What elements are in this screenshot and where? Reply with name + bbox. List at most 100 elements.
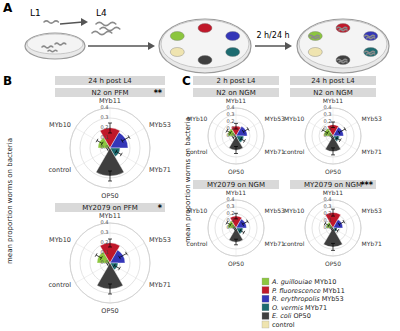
tick-label: 0.0: [101, 259, 109, 265]
tick-label: 0.0: [101, 144, 109, 150]
error-bar: [331, 122, 335, 128]
chart-title-box: [193, 180, 279, 189]
category-label: control: [48, 166, 71, 174]
bacteria-spot: [226, 32, 240, 41]
legend-label: R. erythropolis MYb53: [272, 295, 344, 303]
plot-background: [208, 200, 264, 256]
marks: [96, 123, 130, 181]
worm: [55, 43, 66, 45]
bacteria-spot: [364, 48, 378, 57]
time-label: 2 h/24 h: [256, 31, 289, 40]
tick-label: 0.4: [227, 196, 235, 202]
panel-letter: C: [182, 74, 191, 88]
chart-title: MY2079 on PFM: [82, 204, 138, 212]
wedge: [110, 132, 128, 148]
category-label: MYb10: [284, 207, 304, 214]
column-header: 24 h post L4: [311, 77, 355, 85]
category-label: MYb10: [49, 236, 71, 244]
petri-dish-rim: [27, 34, 83, 54]
chart-title-box: [55, 203, 165, 212]
category-label: MYb11: [323, 189, 343, 196]
tick-label: 0.1: [227, 217, 235, 223]
tick-label: 0.1: [101, 249, 109, 255]
error-bar: [119, 252, 128, 259]
category-label: MYb11: [323, 97, 343, 104]
tick-label: 0.0: [227, 224, 235, 230]
chart-title: N2 on NGM: [216, 89, 256, 97]
worm: [92, 31, 112, 34]
grid-circle: [312, 207, 354, 249]
category-label: MYb10: [187, 207, 207, 214]
tick-label: 0.2: [227, 118, 235, 124]
category-label: MYb53: [265, 115, 285, 122]
category-label: control: [284, 148, 305, 155]
panel-letter: A: [3, 1, 13, 15]
chart-title: MY2079 on NGM: [304, 181, 362, 189]
tick-label: 0.4: [227, 104, 235, 110]
category-label: MYb71: [362, 148, 382, 155]
arrow-head: [285, 42, 292, 50]
error-bar: [240, 137, 246, 143]
worm: [311, 37, 319, 38]
grid-circle: [215, 207, 257, 249]
error-bar: [234, 123, 238, 129]
error-bar: [242, 127, 249, 133]
error-bar: [121, 135, 130, 142]
grid-circle: [80, 233, 140, 293]
tick-label: 0.4: [101, 219, 109, 225]
category-label: MYb10: [284, 115, 304, 122]
category-label: OP50: [325, 168, 341, 175]
legend-swatch: [262, 295, 269, 302]
category-label: OP50: [325, 260, 341, 267]
legend-swatch: [262, 304, 269, 311]
error-bar: [113, 264, 120, 270]
tick-label: 0.3: [101, 229, 109, 235]
chart-title: MY2079 on NGM: [207, 181, 265, 189]
error-bar: [234, 239, 238, 245]
stage-label: L1: [30, 8, 41, 18]
bacteria-spot: [198, 24, 212, 33]
category-label: MYb71: [265, 240, 285, 247]
category-label: MYb71: [362, 240, 382, 247]
petri-dish: [25, 33, 85, 59]
worm: [339, 61, 347, 62]
category-label: OP50: [228, 260, 244, 267]
chart-title-box: [290, 88, 376, 97]
category-label: MYb71: [149, 166, 171, 174]
significance: **: [154, 89, 163, 98]
petri-dish-rim: [299, 20, 387, 68]
worm: [44, 21, 58, 23]
category-label: MYb53: [265, 207, 285, 214]
tick-label: 0.2: [101, 239, 109, 245]
rose-chart: MY2079 on NGM0.00.10.20.30.4MYb10MYb11MY…: [187, 180, 285, 267]
plot-background: [70, 108, 150, 188]
grid-circle: [70, 108, 150, 188]
column-header-box: [193, 76, 279, 85]
arrow-line: [255, 45, 287, 47]
arrow-head: [81, 18, 88, 26]
grid-circle: [80, 118, 140, 178]
bacteria-spot: [170, 32, 184, 41]
error-bar: [108, 284, 112, 294]
legend: A. guillouiae MYb10P. fluorescence MYb11…: [262, 278, 345, 329]
category-label: OP50: [101, 192, 118, 200]
arrow-line: [60, 22, 83, 24]
error-bar: [108, 239, 112, 247]
significance: *: [158, 204, 163, 213]
error-bar: [108, 171, 112, 181]
tick-label: 0.2: [227, 210, 235, 216]
plot-background: [208, 108, 264, 164]
wedge: [333, 220, 343, 228]
error-bar: [336, 136, 342, 142]
bacteria-spot: [364, 32, 378, 41]
marks: [324, 209, 345, 250]
chart-title-box: [193, 88, 279, 97]
plot-background: [305, 200, 361, 256]
worm: [42, 46, 53, 48]
legend-label: control: [272, 321, 295, 329]
chart-title-box: [290, 180, 376, 189]
category-label: MYb53: [362, 207, 382, 214]
category-label: control: [187, 240, 208, 247]
category-label: MYb10: [187, 115, 207, 122]
grid-circle: [208, 108, 264, 164]
